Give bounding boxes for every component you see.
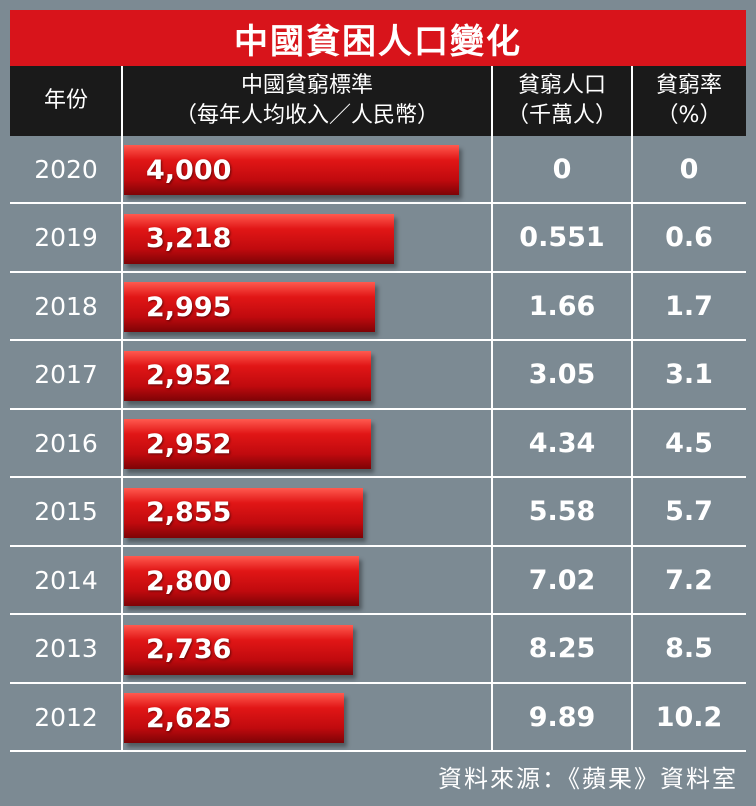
header-standard-line1: 中國貧窮標準 [240, 73, 373, 98]
bar-2012: 2,625 [124, 693, 344, 743]
bar-2014: 2,800 [124, 556, 359, 606]
bar-2017: 2,952 [124, 350, 372, 401]
bar-2016: 2,952 [124, 419, 372, 469]
header-standard: 中國貧窮標準 （每年人均收入／人民幣） [122, 66, 492, 136]
bar-value-label: 2,800 [146, 565, 232, 597]
year-label: 2013 [34, 634, 98, 663]
bar-value-label: 2,855 [146, 497, 232, 528]
population-value: 7.02 [528, 564, 596, 596]
header-year-label: 年份 [43, 88, 88, 113]
rate-value: 0.6 [665, 222, 713, 253]
bar-2020: 4,000 [124, 145, 459, 195]
table-row: 2014 2,800 7.02 7.2 [10, 547, 746, 615]
year-label: 2015 [34, 497, 98, 526]
header-rate-line2: （%） [656, 103, 722, 128]
rate-value: 4.5 [665, 427, 713, 459]
bar-value-label: 3,218 [146, 223, 232, 254]
table-row: 2020 4,000 0 0 [10, 136, 746, 204]
population-value: 3.05 [528, 359, 596, 390]
bar-value-label: 2,952 [146, 360, 232, 391]
chart-title: 中國貧困人口變化 [234, 21, 522, 62]
population-value: 0.551 [519, 222, 605, 253]
population-value: 9.89 [528, 701, 596, 733]
table-row: 2016 2,952 4.34 4.5 [10, 410, 746, 478]
table-row: 2019 3,218 0.551 0.6 [10, 205, 746, 273]
bar-value-label: 4,000 [146, 154, 232, 186]
rate-value: 0 [679, 153, 699, 185]
year-label: 2012 [34, 702, 98, 732]
bar-2013: 2,736 [124, 624, 354, 675]
population-value: 4.34 [528, 427, 596, 459]
bar-2018: 2,995 [124, 282, 375, 332]
year-label: 2018 [34, 291, 98, 321]
bar-value-label: 2,625 [146, 702, 232, 734]
bar-value-label: 2,736 [146, 634, 232, 665]
rate-value: 10.2 [655, 701, 723, 733]
source-note: 資料來源：《蘋果》資料室 [438, 764, 738, 793]
header-population-line2: （千萬人） [506, 103, 617, 128]
population-value: 8.25 [528, 633, 596, 664]
year-label: 2019 [34, 223, 98, 252]
population-value: 0 [552, 153, 572, 185]
bar-2019: 3,218 [124, 213, 394, 264]
bar-2015: 2,855 [124, 487, 364, 538]
rate-value: 7.2 [665, 564, 713, 596]
header-population-line1: 貧窮人口 [517, 73, 606, 98]
header-year: 年份 [10, 66, 122, 136]
chart-title-bar: 中國貧困人口變化 [10, 10, 746, 66]
bar-value-label: 2,952 [146, 428, 232, 460]
header-rate: 貧窮率 （%） [632, 66, 746, 136]
header-standard-line2: （每年人均收入／人民幣） [174, 103, 439, 128]
bar-value-label: 2,995 [146, 291, 232, 323]
table-row: 2015 2,855 5.58 5.7 [10, 479, 746, 547]
table-row: 2017 2,952 3.05 3.1 [10, 342, 746, 410]
rate-value: 3.1 [665, 359, 713, 390]
rate-value: 8.5 [665, 633, 713, 664]
population-value: 5.58 [528, 496, 596, 527]
year-label: 2020 [34, 154, 98, 184]
year-label: 2017 [34, 360, 98, 389]
table-row: 2012 2,625 9.89 10.2 [10, 684, 746, 752]
rate-value: 5.7 [665, 496, 713, 527]
rate-value: 1.7 [665, 290, 713, 322]
year-label: 2014 [34, 565, 98, 595]
header-rate-line1: 貧窮率 [655, 73, 722, 98]
population-value: 1.66 [528, 290, 596, 322]
header-population: 貧窮人口 （千萬人） [492, 66, 632, 136]
table-header: 年份 中國貧窮標準 （每年人均收入／人民幣） 貧窮人口 （千萬人） 貧窮率 （%… [10, 66, 746, 136]
table-row: 2013 2,736 8.25 8.5 [10, 616, 746, 684]
table-row: 2018 2,995 1.66 1.7 [10, 273, 746, 341]
year-label: 2016 [34, 428, 98, 458]
